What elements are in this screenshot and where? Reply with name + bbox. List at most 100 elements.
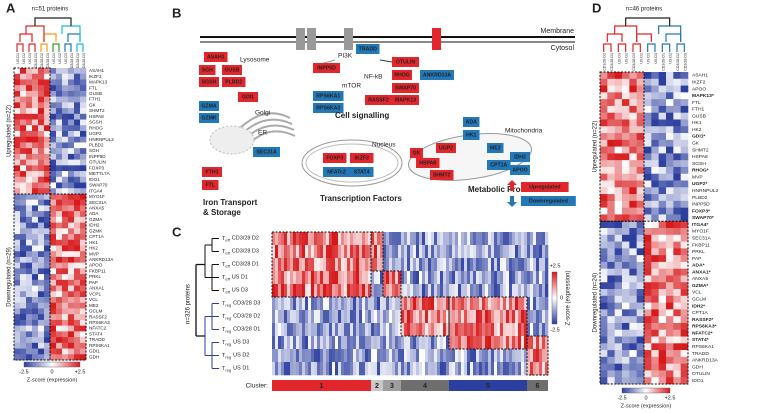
- heatmap-cell: [410, 284, 414, 298]
- heatmap-cell: [614, 200, 623, 208]
- heatmap-cell: [323, 245, 327, 259]
- row-label: Teff CD3/28 D1: [222, 262, 259, 269]
- heatmap-cell: [80, 245, 87, 252]
- heatmap-cell: [377, 323, 381, 337]
- heatmap-cell: [600, 126, 608, 134]
- heatmap-cell: [413, 349, 417, 363]
- heatmap-cell: [386, 336, 390, 350]
- heatmap-cell: [500, 284, 504, 298]
- heatmap-cell: [395, 323, 399, 337]
- heatmap-cell: [607, 105, 615, 113]
- heatmap-cell: [80, 90, 87, 97]
- heatmap-cell: [353, 271, 357, 285]
- heatmap-cell: [329, 271, 333, 285]
- heatmap-cell: [491, 362, 495, 376]
- heatmap-cell: [311, 349, 315, 363]
- heatmap-cell: [20, 251, 27, 258]
- heatmap-cell: [680, 282, 689, 290]
- heatmap-cell: [38, 348, 45, 355]
- heatmap-cell: [44, 331, 51, 338]
- heatmap-cell: [518, 297, 522, 311]
- heatmap-cell: [74, 268, 81, 275]
- heatmap-cell: [350, 232, 354, 246]
- heatmap-cell: [491, 232, 495, 246]
- heatmap-cell: [428, 258, 432, 272]
- heatmap-cell: [38, 176, 45, 183]
- gene-label: ME2: [89, 303, 99, 308]
- heatmap-cell: [452, 362, 456, 376]
- heatmap-cell: [38, 251, 45, 258]
- heatmap-cell: [666, 316, 674, 324]
- heatmap-cell: [614, 78, 623, 86]
- heatmap-cell: [350, 323, 354, 337]
- heatmap-cell: [673, 241, 681, 249]
- heatmap-cell: [74, 79, 81, 86]
- heatmap-cell: [38, 171, 45, 178]
- gene-label: VCL: [89, 297, 98, 302]
- heatmap-cell: [326, 258, 330, 272]
- heatmap-cell: [629, 282, 637, 290]
- heatmap-cell: [308, 232, 312, 246]
- heatmap-cell: [629, 160, 637, 168]
- heatmap-cell: [332, 271, 336, 285]
- heatmap-cell: [539, 349, 543, 363]
- dendrogram: [632, 43, 641, 52]
- heatmap-cell: [281, 284, 285, 298]
- heatmap-cell: [425, 323, 429, 337]
- heatmap-cell: [533, 349, 537, 363]
- heatmap-cell: [503, 271, 507, 285]
- heatmap-cell: [74, 205, 81, 212]
- heatmap-cell: [329, 245, 333, 259]
- dendrogram: [34, 17, 72, 26]
- heatmap-cell: [428, 284, 432, 298]
- heatmap-cell: [629, 85, 637, 93]
- heatmap-cell: [512, 258, 516, 272]
- heatmap-cell: [26, 85, 33, 92]
- dendrogram: [76, 43, 84, 52]
- heatmap-cell: [299, 362, 303, 376]
- heatmap-cell: [600, 153, 608, 161]
- heatmap-cell: [518, 258, 522, 272]
- heatmap-cell: [278, 258, 282, 272]
- heatmap-cell: [80, 165, 87, 172]
- heatmap-cell: [371, 258, 375, 272]
- heatmap-cell: [440, 297, 444, 311]
- heatmap-cell: [80, 239, 87, 246]
- heatmap-cell: [314, 258, 318, 272]
- heatmap-cell: [368, 336, 372, 350]
- heatmap-cell: [278, 323, 282, 337]
- heatmap-cell: [455, 297, 459, 311]
- heatmap-cell: [62, 348, 69, 355]
- heatmap-cell: [614, 363, 623, 371]
- heatmap-cell: [293, 232, 297, 246]
- heatmap-cell: [338, 232, 342, 246]
- gene-label: HK1: [692, 120, 702, 126]
- heatmap-cell: [80, 268, 87, 275]
- heatmap-cell: [50, 193, 57, 200]
- heatmap-cell: [311, 232, 315, 246]
- heatmap-cell: [335, 336, 339, 350]
- heatmap-cell: [56, 188, 63, 195]
- heatmap-cell: [600, 160, 608, 168]
- heatmap-cell: [446, 232, 450, 246]
- protein-box: [487, 160, 511, 170]
- heatmap-cell: [20, 153, 27, 160]
- heatmap-cell: [80, 291, 87, 298]
- heatmap-cell: [440, 245, 444, 259]
- heatmap-cell: [401, 310, 405, 324]
- protein-count: n=46 proteins: [626, 7, 663, 13]
- heatmap-cell: [335, 297, 339, 311]
- heatmap-cell: [622, 275, 630, 283]
- heatmap-cell: [299, 349, 303, 363]
- heatmap-cell: [311, 323, 315, 337]
- heatmap-cell: [80, 182, 87, 189]
- heatmap-cell: [32, 142, 39, 149]
- protein-box: [392, 70, 412, 80]
- heatmap-cell: [62, 199, 69, 206]
- heatmap-cell: [14, 245, 21, 252]
- heatmap-cell: [335, 310, 339, 324]
- protein-label: ASAH1: [207, 55, 225, 61]
- heatmap-cell: [305, 297, 309, 311]
- heatmap-cell: [607, 322, 615, 331]
- heatmap-cell: [362, 362, 366, 376]
